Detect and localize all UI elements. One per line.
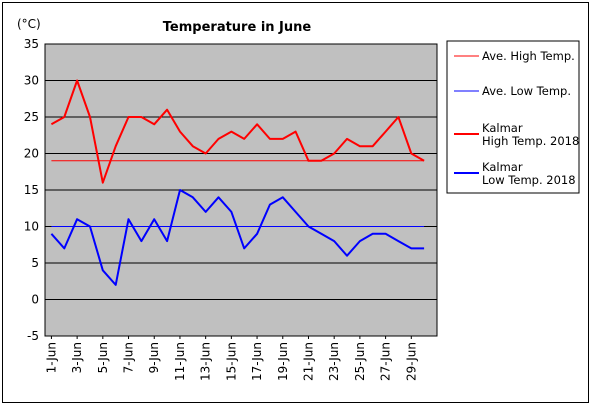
- legend-label-2: Ave. Low Temp.: [482, 84, 571, 98]
- series-lines: [50, 79, 425, 286]
- x-tick-label: 29-Jun: [404, 342, 418, 381]
- y-tick-label: 35: [24, 37, 39, 51]
- y-tick-label: -5: [27, 329, 39, 343]
- y-tick-label: 30: [24, 74, 39, 88]
- y-tick-label: 20: [24, 147, 39, 161]
- chart-title: Temperature in June: [163, 20, 312, 35]
- x-tick-label: 17-Jun: [250, 342, 264, 381]
- legend: Ave. High Temp.Ave. Low Temp.KalmarHigh …: [454, 49, 579, 187]
- x-tick-label: 21-Jun: [301, 342, 315, 381]
- x-tick-label: 13-Jun: [199, 342, 213, 381]
- series-line-4: [50, 189, 425, 286]
- x-tick-label: 19-Jun: [276, 342, 290, 381]
- legend-box: [446, 40, 580, 194]
- legend-label-4: Kalmar: [482, 160, 523, 174]
- x-tick-label: 11-Jun: [173, 342, 187, 381]
- x-tick-label: 27-Jun: [379, 342, 393, 381]
- chart-frame: -5 0 5 10 15 20 25 30 35 1-Jun 3-Jun 5-Jun 7-Jun 9-J…: [2, 2, 589, 403]
- x-tick-label: 25-Jun: [353, 342, 367, 381]
- legend-label-3: Kalmar: [482, 121, 523, 135]
- chart-canvas: -5 0 5 10 15 20 25 30 35 1-Jun 3-Jun 5-Jun 7-Jun 9-J…: [17, 17, 580, 381]
- x-tick-label: 9-Jun: [147, 342, 161, 373]
- legend-label-4: Low Temp. 2018: [482, 173, 576, 187]
- series-line-3: [50, 79, 425, 184]
- x-tick-label: 1-Jun: [44, 342, 58, 373]
- x-tick-label: 7-Jun: [122, 342, 136, 373]
- x-axis-ticks: 1-Jun 3-Jun 5-Jun 7-Jun 9-Jun 11-Jun 13-Jun 15-…: [44, 336, 418, 381]
- y-axis-ticks: -5 0 5 10 15 20 25 30 35: [24, 37, 39, 343]
- unit-label: (°C): [17, 17, 41, 31]
- y-tick-label: 0: [31, 293, 39, 307]
- legend-label-3: High Temp. 2018: [482, 134, 579, 148]
- y-tick-label: 25: [24, 110, 39, 124]
- x-tick-label: 3-Jun: [70, 342, 84, 373]
- y-tick-label: 10: [24, 220, 39, 234]
- x-tick-label: 5-Jun: [96, 342, 110, 373]
- x-tick-label: 23-Jun: [327, 342, 341, 381]
- legend-label-1: Ave. High Temp.: [482, 49, 575, 63]
- y-tick-label: 5: [31, 256, 39, 270]
- grid-lines: [45, 80, 437, 300]
- y-tick-label: 15: [24, 183, 39, 197]
- x-tick-label: 15-Jun: [224, 342, 238, 381]
